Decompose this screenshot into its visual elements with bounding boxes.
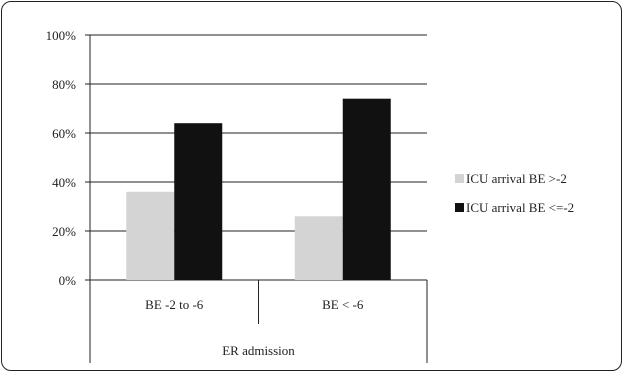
legend-swatch <box>455 203 464 212</box>
bar-chart: 0% 20% 40% 60% 80% 100% BE -2 to -6 BE < -6 ER… <box>46 28 574 363</box>
y-tick-label: 0% <box>59 273 77 288</box>
x-category-label: BE < -6 <box>322 297 364 312</box>
legend-swatch <box>455 174 464 183</box>
x-category-label: BE -2 to -6 <box>145 297 204 312</box>
y-axis-ticks: 0% 20% 40% 60% 80% 100% <box>46 28 77 288</box>
x-axis-categories: BE -2 to -6 BE < -6 <box>89 280 428 363</box>
legend: ICU arrival BE >-2 ICU arrival BE <=-2 <box>455 171 574 215</box>
legend-label: ICU arrival BE >-2 <box>466 171 567 186</box>
y-tick-label: 100% <box>46 28 77 43</box>
x-axis-group-label: ER admission <box>222 343 295 358</box>
y-tick-label: 60% <box>52 126 76 141</box>
y-tick-label: 80% <box>52 77 76 92</box>
y-tick-label: 20% <box>52 224 76 239</box>
legend-label: ICU arrival BE <=-2 <box>466 200 574 215</box>
bar-be-le-minus2 <box>174 123 223 280</box>
bars <box>126 98 391 280</box>
bar-be-gt-minus2 <box>294 216 343 280</box>
bar-be-gt-minus2 <box>126 191 175 280</box>
y-tick-label: 40% <box>52 175 76 190</box>
bar-be-le-minus2 <box>342 98 391 280</box>
